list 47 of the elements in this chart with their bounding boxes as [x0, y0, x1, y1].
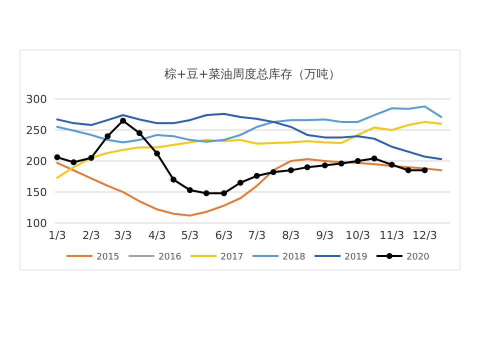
point: [237, 180, 244, 186]
y-tick-label: 250: [26, 124, 47, 137]
y-tick-label: 100: [26, 217, 47, 230]
legend-label: 2019: [344, 252, 368, 262]
point: [371, 156, 378, 162]
point: [104, 133, 111, 140]
point: [70, 159, 77, 166]
x-tick-label: 9/3: [316, 229, 334, 242]
x-tick-label: 1/3: [48, 229, 66, 242]
point: [338, 160, 344, 166]
point: [220, 190, 227, 196]
point: [136, 130, 142, 136]
x-tick-label: 5/3: [181, 229, 199, 242]
legend-label: 2020: [406, 252, 430, 262]
point: [154, 150, 160, 157]
point: [186, 187, 193, 194]
x-tick-label: 12/3: [412, 229, 438, 242]
legend-label: 2015: [96, 252, 120, 262]
point: [170, 176, 176, 183]
legend-label: 2018: [282, 252, 306, 262]
point: [304, 164, 310, 170]
x-tick-label: 10/3: [345, 229, 370, 242]
x-tick-label: 3/3: [114, 229, 132, 242]
y-tick-label: 200: [26, 155, 47, 168]
point: [120, 118, 126, 124]
point: [288, 167, 294, 174]
legend-label: 2017: [220, 252, 244, 262]
x-tick-label: 8/3: [282, 229, 300, 242]
point: [88, 154, 94, 161]
x-tick-label: 7/3: [248, 229, 266, 242]
point: [203, 190, 210, 196]
x-tick-label: 2/3: [82, 229, 100, 242]
y-tick-label: 150: [26, 186, 47, 199]
x-tick-label: 4/3: [148, 229, 166, 242]
title: 棕+豆+菜油周度总库存（万吨）: [164, 67, 341, 81]
point: [322, 162, 328, 168]
legend-label: 2016: [158, 252, 182, 262]
y-tick-label: 300: [26, 93, 47, 106]
point: [388, 162, 395, 168]
x-tick-label: 11/3: [379, 229, 404, 242]
point: [270, 169, 276, 176]
point: [405, 167, 412, 174]
point: [422, 167, 428, 174]
point: [354, 158, 361, 164]
point: [54, 154, 60, 160]
x-tick-label: 6/3: [215, 229, 233, 242]
point: [254, 172, 260, 179]
